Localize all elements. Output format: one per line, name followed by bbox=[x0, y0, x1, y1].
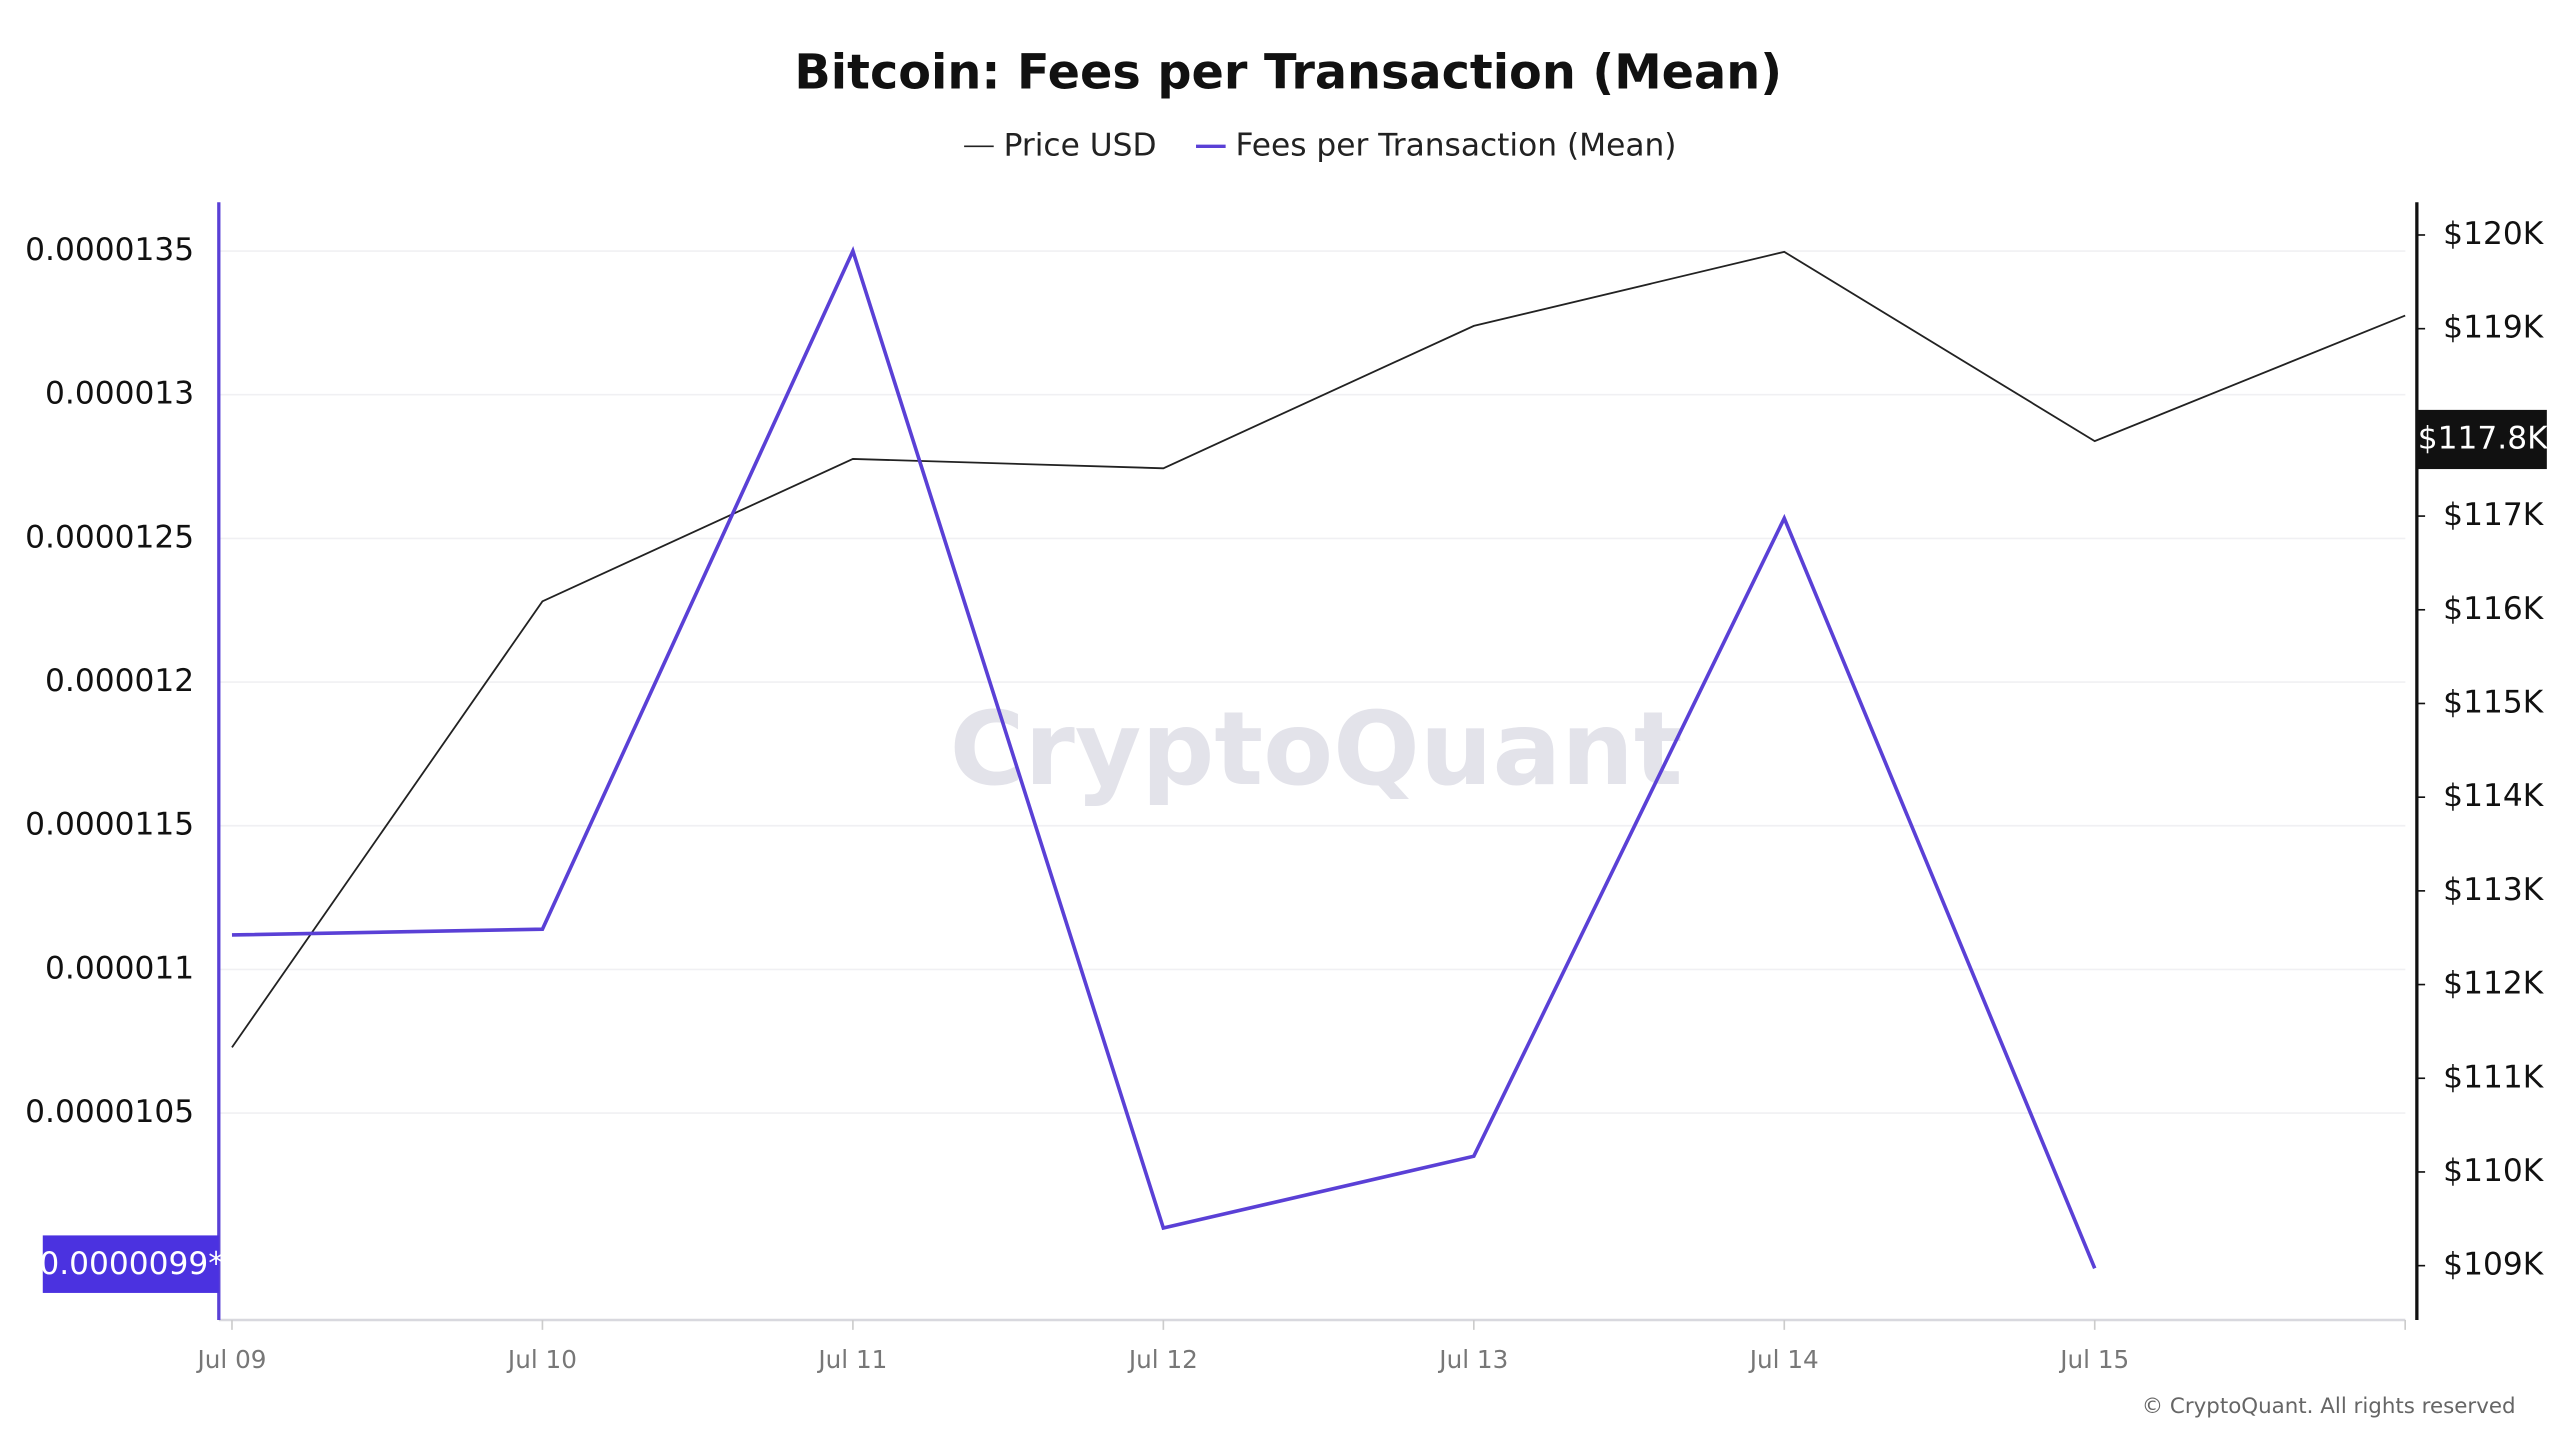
y2-tick-label: $116K bbox=[2443, 591, 2545, 627]
legend-label: Fees per Transaction (Mean) bbox=[1236, 127, 1677, 163]
y2-tick-label: $114K bbox=[2443, 778, 2545, 814]
x-tick-label: Jul 14 bbox=[1748, 1345, 1819, 1374]
y2-tick-label: $113K bbox=[2443, 872, 2545, 908]
y2-marker-bg bbox=[2418, 409, 2547, 470]
x-tick-label: Jul 13 bbox=[1437, 1345, 1508, 1374]
y2-tick-label: $120K bbox=[2443, 216, 2545, 252]
chart-title: Bitcoin: Fees per Transaction (Mean) bbox=[794, 46, 1782, 101]
y-tick-label: 0.000012 bbox=[45, 663, 194, 699]
x-tick-label: Jul 15 bbox=[2058, 1345, 2129, 1374]
y-tick-label: 0.000013 bbox=[45, 376, 194, 412]
y2-tick-label: $111K bbox=[2443, 1059, 2545, 1095]
y2-tick-label: $119K bbox=[2443, 310, 2545, 346]
x-tick-label: Jul 09 bbox=[195, 1345, 266, 1374]
y2-tick-label: $117K bbox=[2443, 497, 2545, 533]
y2-tick-label: $110K bbox=[2443, 1153, 2545, 1189]
y-tick-label: 0.000011 bbox=[45, 950, 194, 986]
y2-tick-label: $112K bbox=[2443, 966, 2545, 1002]
y2-tick-label: $109K bbox=[2443, 1247, 2545, 1283]
y-marker-bg bbox=[42, 1235, 219, 1293]
y-tick-label: 0.0000125 bbox=[25, 519, 194, 555]
series-line bbox=[231, 246, 2097, 1269]
copyright: © CryptoQuant. All rights reserved bbox=[2142, 1394, 2516, 1419]
y-tick-label: 0.0000105 bbox=[25, 1094, 194, 1130]
y-tick-label: 0.0000135 bbox=[25, 232, 194, 268]
series-line bbox=[231, 250, 2406, 1048]
x-tick-label: Jul 10 bbox=[506, 1345, 577, 1374]
x-tick-label: Jul 12 bbox=[1127, 1345, 1198, 1374]
y2-tick-label: $115K bbox=[2443, 684, 2545, 720]
legend-label: Price USD bbox=[1004, 127, 1157, 163]
watermark: CryptoQuant bbox=[950, 690, 1683, 809]
x-tick-label: Jul 11 bbox=[816, 1345, 887, 1374]
y-marker-label: 0.0000099* bbox=[39, 1246, 224, 1282]
y-tick-label: 0.0000115 bbox=[25, 807, 194, 843]
y2-marker-label: $117.8K bbox=[2418, 420, 2549, 456]
